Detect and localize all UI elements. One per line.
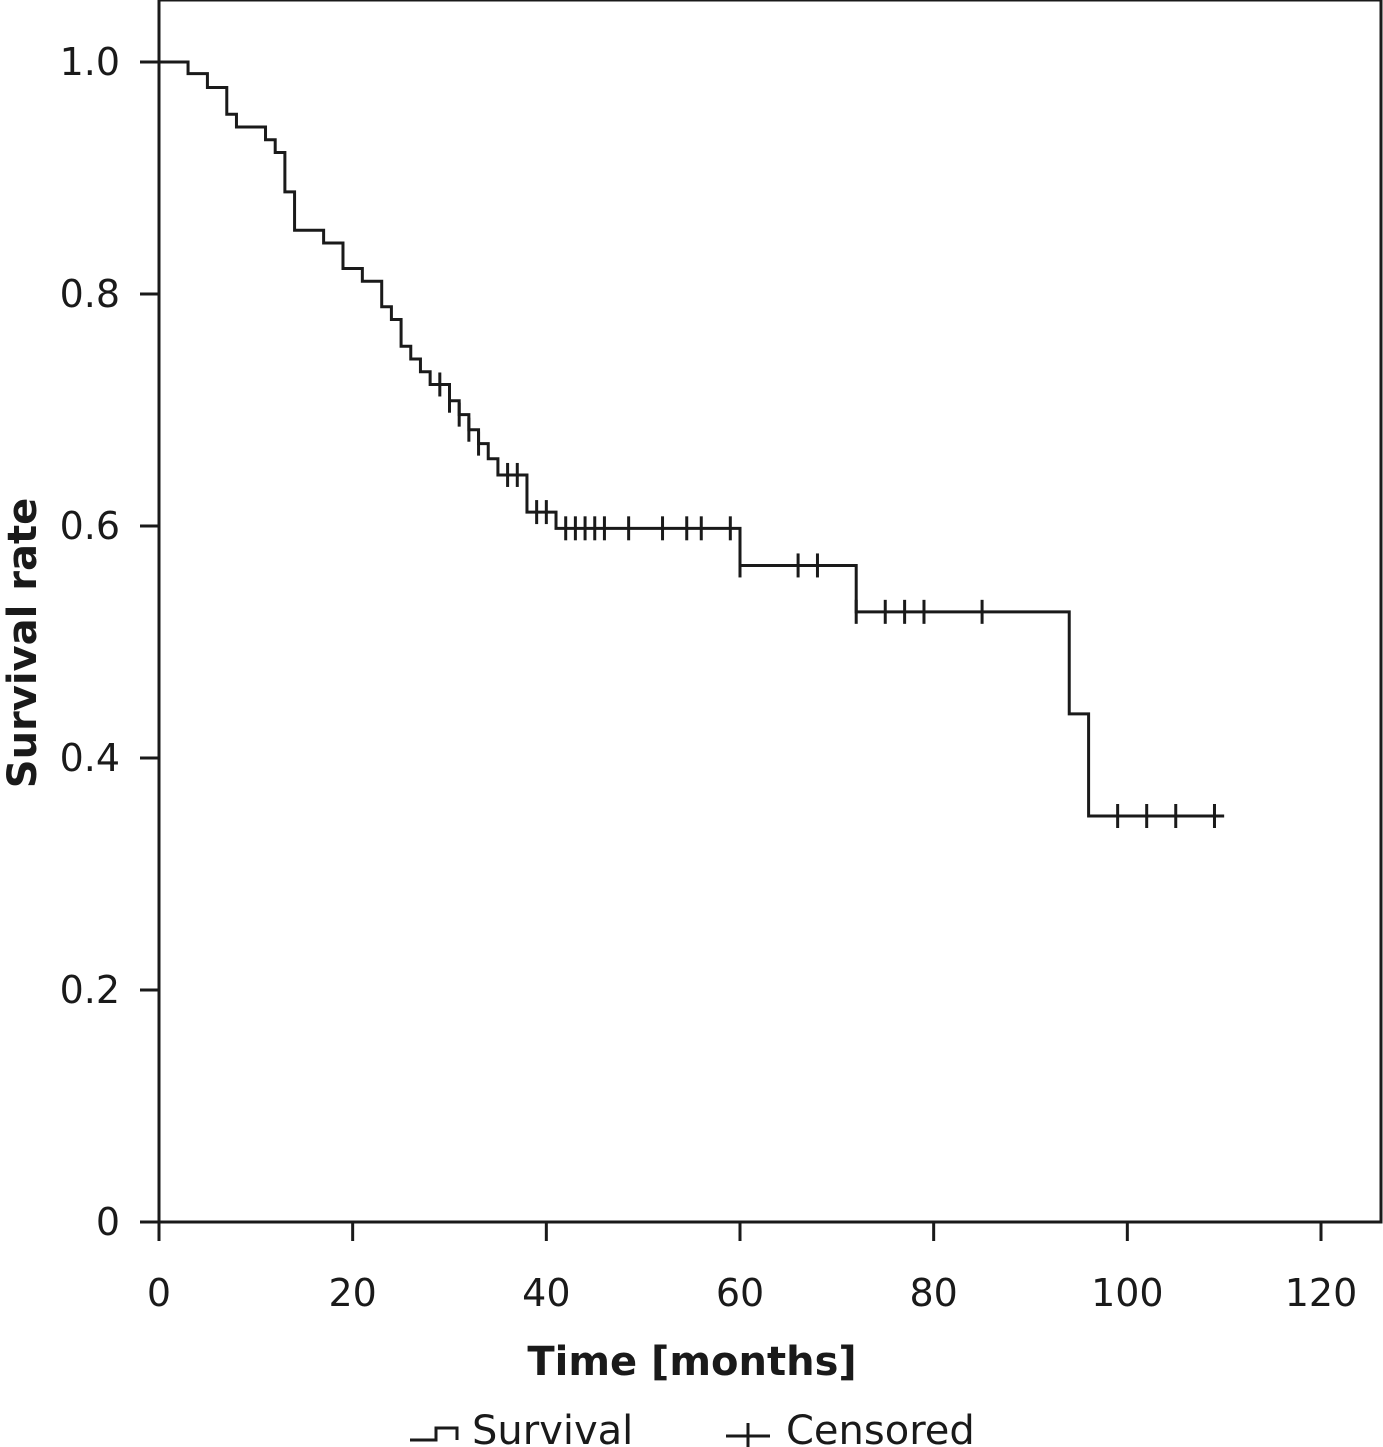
- y-tick-label: 0.8: [60, 272, 120, 316]
- y-tick-label: 0.6: [60, 504, 120, 548]
- x-axis: 0 20 40 60 80 100 120: [147, 1222, 1357, 1315]
- y-tick-label: 1.0: [60, 40, 120, 84]
- x-tick-label: 120: [1285, 1271, 1358, 1315]
- x-tick-label: 80: [909, 1271, 957, 1315]
- legend-censored-symbol: [726, 1423, 770, 1447]
- x-tick-label: 100: [1091, 1271, 1164, 1315]
- x-tick-label: 60: [716, 1271, 764, 1315]
- plot-frame: [157, 0, 1383, 1224]
- legend-survival-label: Survival: [472, 1408, 633, 1447]
- y-tick-label: 0.4: [60, 736, 120, 780]
- censored-marks: [438, 372, 1216, 828]
- y-axis: 0 0.2 0.4 0.6 0.8 1.0: [60, 40, 159, 1244]
- y-tick-label: 0: [96, 1200, 120, 1244]
- x-tick-label: 0: [147, 1271, 171, 1315]
- x-tick-label: 40: [522, 1271, 570, 1315]
- survival-curve: [159, 60, 1225, 818]
- x-axis-title: Time [months]: [527, 1339, 856, 1385]
- legend-censored-label: Censored: [786, 1408, 975, 1447]
- legend: Survival Censored: [410, 1408, 975, 1447]
- legend-survival-symbol: [410, 1426, 459, 1442]
- y-axis-title: Survival rate: [0, 498, 46, 788]
- y-tick-label: 0.2: [60, 968, 120, 1012]
- x-tick-label: 20: [328, 1271, 376, 1315]
